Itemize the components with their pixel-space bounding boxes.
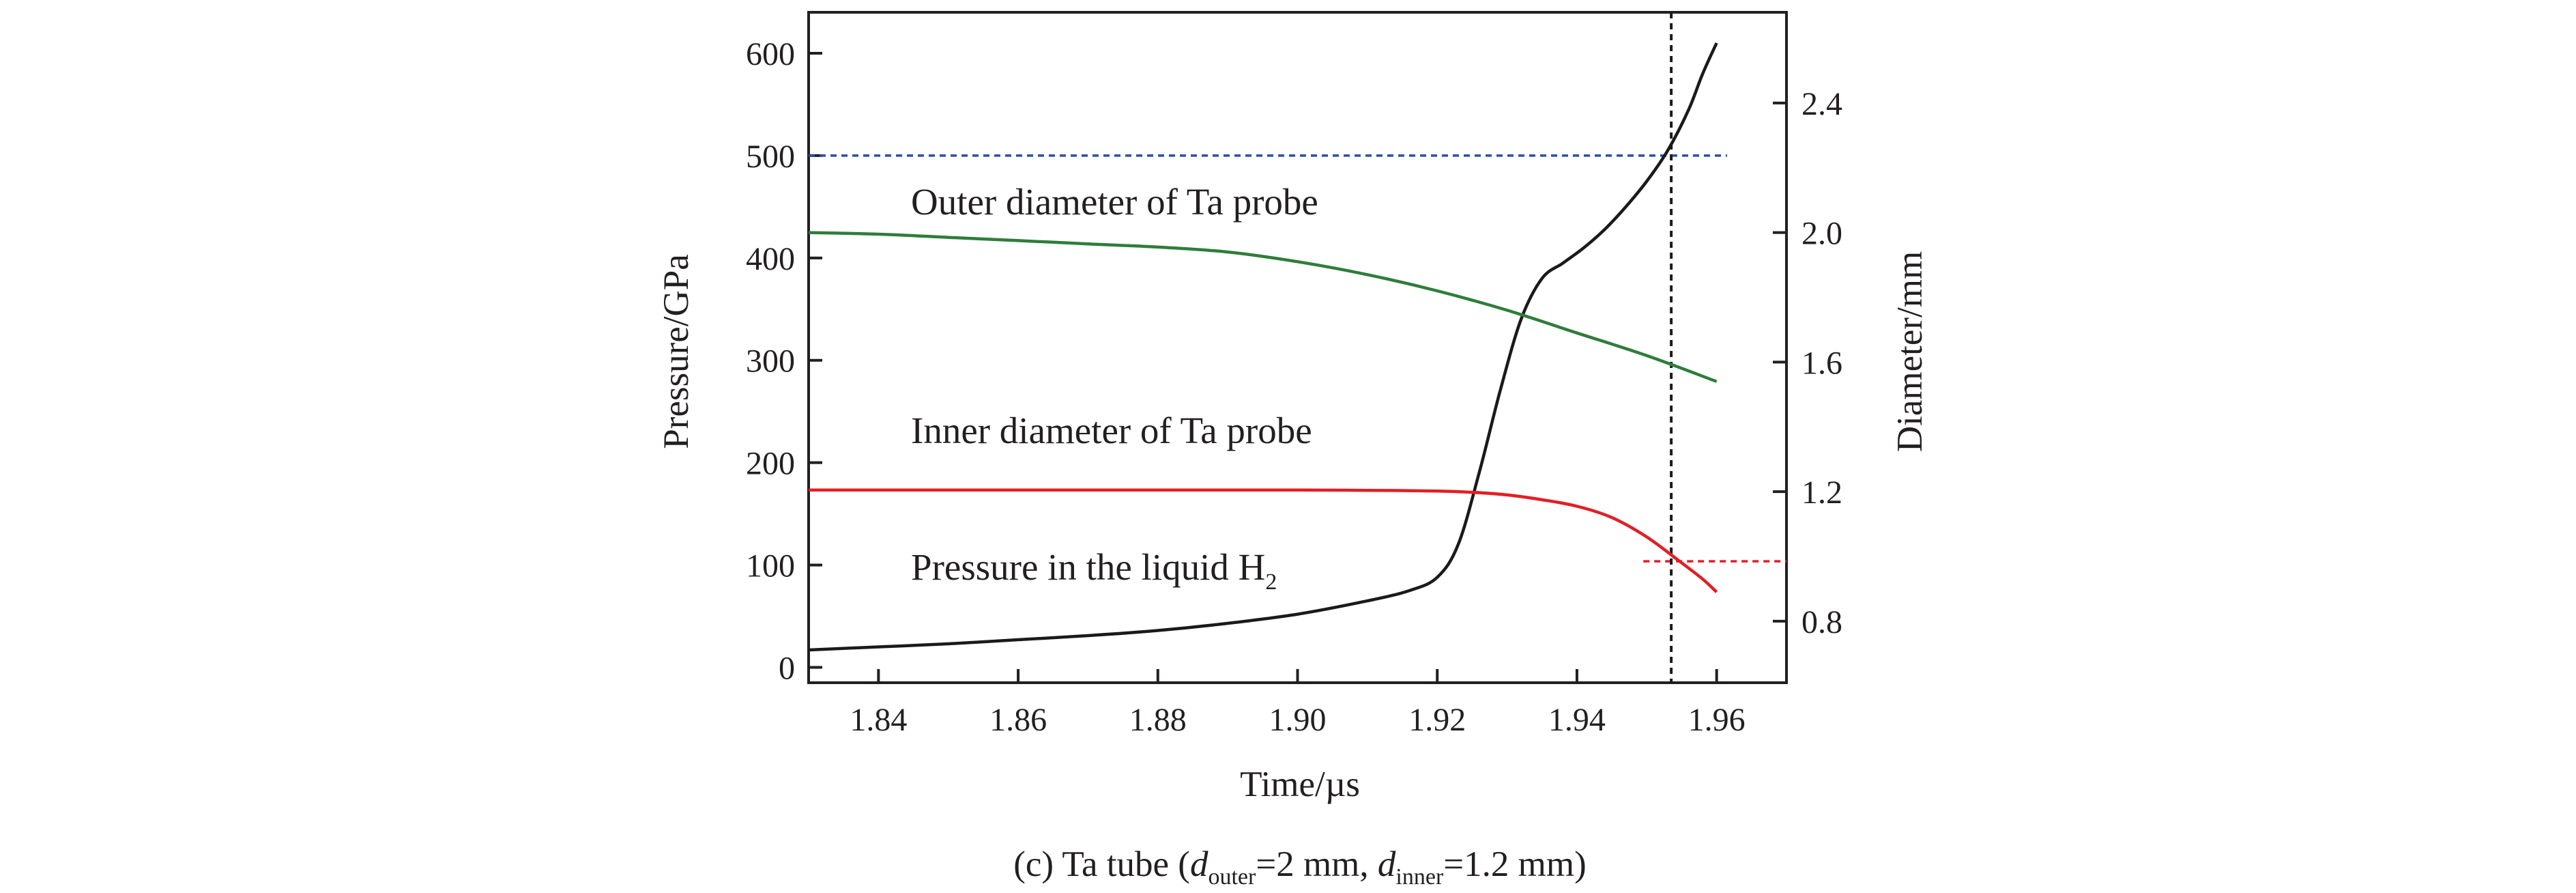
x-tick-label: 1.88 [1129,702,1187,738]
caption-d-outer: d [1190,845,1209,884]
y-left-tick-label: 300 [746,343,795,380]
y-left-tick-label: 400 [746,241,795,277]
inner-diameter-line [809,488,1718,593]
caption-mid: =2 mm, [1256,845,1378,884]
caption-sub-inner: inner [1395,864,1444,890]
caption-d-inner: d [1378,845,1396,884]
annotation-outer-diameter: Outer diameter of Ta probe [911,181,1318,223]
y-axis-title-right: Diameter/mm [1890,251,1930,452]
y-right-tick-label: 1.2 [1801,474,1842,511]
reference-lines [809,12,1786,683]
series-lines [808,42,1718,652]
y-left-tick-label: 200 [746,446,795,482]
x-tick-label: 1.86 [989,702,1047,738]
y-right-tick-label: 0.8 [1801,604,1842,640]
annotation-pressure-main: Pressure in the liquid H [911,546,1265,588]
y-right-tick-label: 2.4 [1801,86,1842,122]
x-tick-label: 1.96 [1688,702,1746,738]
x-tick-label: 1.90 [1269,702,1327,738]
x-tick-label: 1.84 [850,702,907,738]
pressure-line [808,42,1718,652]
y-left-tick-label: 600 [746,36,795,72]
y-left-tick-label: 500 [746,139,795,175]
axis-ticks: 1.84 1.86 1.88 1.90 1.92 1.94 1.96 0 100 200 300 40… [746,36,1842,738]
y-left-tick-label: 100 [746,548,795,584]
y-right-tick-label: 2.0 [1801,216,1842,252]
caption-prefix: (c) Ta tube ( [1013,845,1190,884]
caption-suffix: =1.2 mm) [1443,845,1587,884]
x-tick-label: 1.94 [1548,702,1606,738]
annotation-pressure-sub: 2 [1265,569,1277,595]
annotation-inner-diameter: Inner diameter of Ta probe [911,410,1312,451]
x-axis-title: Time/µs [1240,765,1360,804]
y-left-tick-label: 0 [779,651,795,687]
figure-caption: (c) Ta tube (douter=2 mm, dinner=1.2 mm) [1013,845,1587,890]
caption-sub-outer: outer [1208,864,1256,890]
y-axis-title-left: Pressure/GPa [656,254,696,449]
y-right-tick-label: 1.6 [1801,345,1842,381]
annotation-pressure: Pressure in the liquid H2 [911,546,1277,595]
x-tick-label: 1.92 [1408,702,1466,738]
outer-diameter-line [808,231,1718,383]
